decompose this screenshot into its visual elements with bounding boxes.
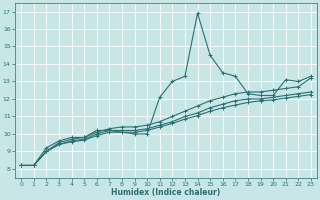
X-axis label: Humidex (Indice chaleur): Humidex (Indice chaleur) — [111, 188, 221, 197]
